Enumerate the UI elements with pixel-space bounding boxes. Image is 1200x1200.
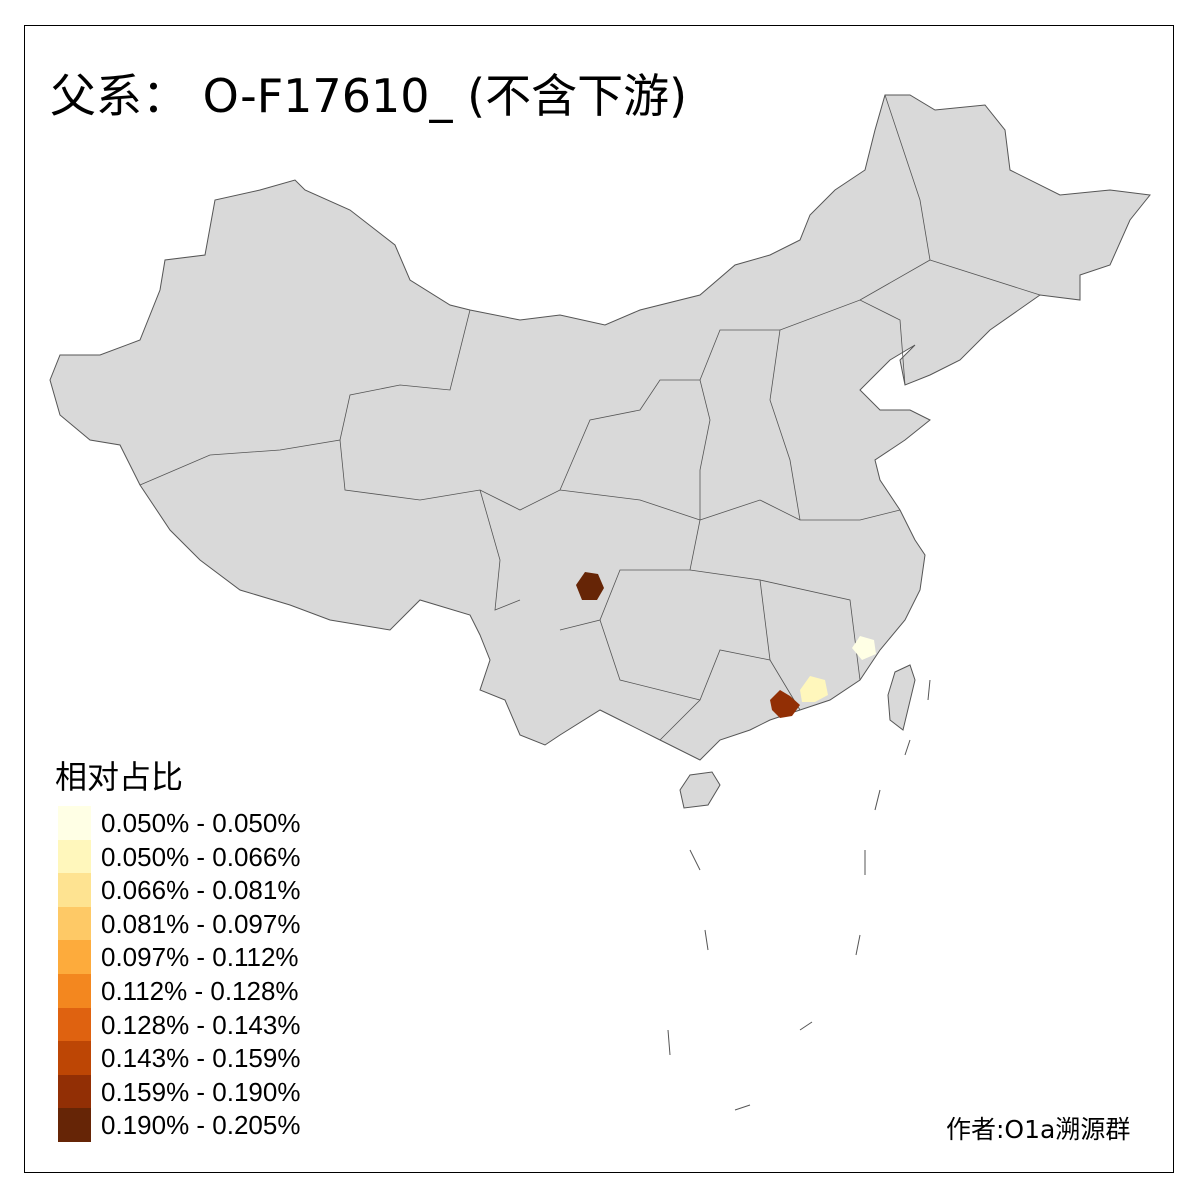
legend-item: 0.050% - 0.050% <box>58 806 358 840</box>
legend-label: 0.128% - 0.143% <box>101 1009 301 1040</box>
legend-swatch <box>58 940 91 974</box>
legend-item: 0.097% - 0.112% <box>58 940 358 974</box>
region-guangdong-west <box>770 690 800 718</box>
legend-item: 0.159% - 0.190% <box>58 1074 358 1109</box>
legend-title: 相对占比 <box>55 758 184 796</box>
map-title: 父系： O-F17610_ (不含下游) <box>50 69 688 123</box>
legend-item: 0.112% - 0.128% <box>58 974 358 1008</box>
legend-label: 0.081% - 0.097% <box>101 908 301 939</box>
legend-item: 0.050% - 0.066% <box>58 839 358 874</box>
china-mainland <box>49 94 1151 761</box>
legend-label: 0.097% - 0.112% <box>101 942 299 973</box>
legend-item: 0.128% - 0.143% <box>58 1007 358 1042</box>
south-china-sea-islands <box>667 679 931 1111</box>
region-guangdong-east <box>800 676 828 702</box>
legend-item: 0.143% - 0.159% <box>58 1041 358 1075</box>
legend-label: 0.050% - 0.066% <box>101 841 301 872</box>
legend-label: 0.050% - 0.050% <box>101 808 301 838</box>
hainan-island <box>679 771 721 809</box>
legend-label: 0.112% - 0.128% <box>101 976 299 1006</box>
region-fujian <box>852 636 876 660</box>
legend-swatch <box>58 806 91 840</box>
legend-swatch <box>58 906 91 941</box>
province-borders <box>139 94 1041 741</box>
legend-label: 0.159% - 0.190% <box>101 1076 301 1107</box>
legend-item: 0.190% - 0.205% <box>58 1108 358 1142</box>
taiwan-island <box>887 664 916 731</box>
legend-label: 0.143% - 0.159% <box>101 1043 301 1074</box>
legend-label: 0.066% - 0.081% <box>101 875 301 906</box>
legend-swatch <box>58 839 91 874</box>
legend-swatch <box>58 1108 91 1142</box>
legend-item: 0.066% - 0.081% <box>58 873 358 907</box>
legend-swatch <box>58 1041 91 1075</box>
legend-label: 0.190% - 0.205% <box>101 1110 301 1141</box>
region-sichuan-southwest <box>576 572 604 600</box>
legend-item: 0.081% - 0.097% <box>58 906 358 941</box>
legend-swatch <box>58 873 91 907</box>
author-credit: 作者:O1a溯源群 <box>946 1115 1131 1144</box>
legend-swatch <box>58 1007 91 1042</box>
legend-swatch <box>58 974 91 1008</box>
legend-swatch <box>58 1074 91 1109</box>
map-frame <box>24 25 1174 1173</box>
